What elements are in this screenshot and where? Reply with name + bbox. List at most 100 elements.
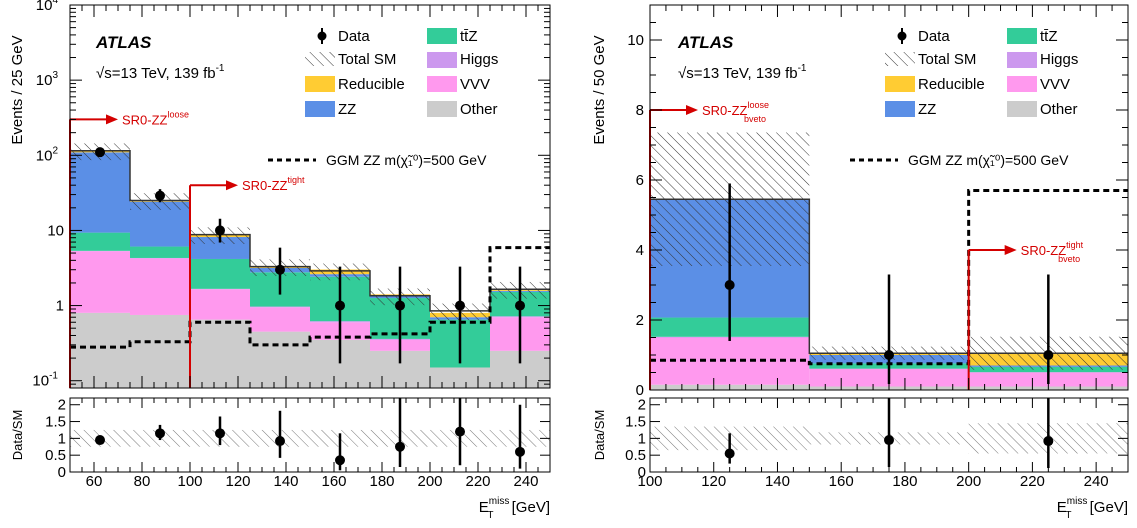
plot-area bbox=[650, 132, 1128, 390]
legend-higgs-swatch bbox=[427, 52, 457, 68]
ytick-sup: 4 bbox=[52, 0, 58, 6]
data-point-0 bbox=[95, 147, 105, 158]
legend-totalsm-swatch bbox=[305, 52, 335, 66]
ratio-y-label: Data/SM bbox=[592, 410, 607, 461]
legend-other-swatch bbox=[1007, 101, 1037, 117]
sr-label-main: SR0-ZZ bbox=[702, 103, 748, 118]
sr-arrow-head-0 bbox=[106, 114, 118, 125]
ratio-point-1 bbox=[884, 435, 894, 446]
legend-ttz-swatch bbox=[1007, 28, 1037, 44]
sr-label-sup: tight bbox=[1066, 240, 1084, 250]
legend: Data Total SM Reducible ZZ tt̄Z Higgs VV… bbox=[850, 28, 1078, 168]
energy-sup: -1 bbox=[798, 63, 807, 74]
ytick-label-4: 8 bbox=[636, 102, 644, 119]
legend-totalsm-swatch bbox=[885, 52, 915, 66]
y-axis-label: Events / 25 GeV bbox=[9, 35, 26, 144]
sr-arrow-head-1 bbox=[1004, 245, 1017, 255]
bar-vvv-3 bbox=[250, 307, 310, 332]
sr-label-0: SR0-ZZloose bbox=[122, 109, 189, 127]
ytick-label-1: 1 bbox=[56, 298, 64, 315]
data-point-4 bbox=[335, 300, 345, 311]
xtick-label-6: 180 bbox=[369, 473, 394, 490]
ytick-label-3: 102 bbox=[36, 145, 59, 164]
legend-higgs-swatch bbox=[1007, 52, 1037, 68]
ytick-label-1: 2 bbox=[636, 312, 644, 329]
xtick-label-8: 220 bbox=[465, 473, 490, 490]
xtick-label-1: 80 bbox=[134, 473, 151, 490]
ytick-label-5: 104 bbox=[36, 0, 59, 14]
ratio-ytick-label-2: 1 bbox=[638, 430, 646, 447]
ratio-ytick-label-0: 0 bbox=[638, 464, 646, 481]
sr-label-sup: loose bbox=[168, 109, 190, 119]
data-point-3 bbox=[275, 264, 285, 275]
sr-label-0: SR0-ZZloose bveto bbox=[702, 100, 769, 124]
legend-reducible-label: Reducible bbox=[918, 76, 985, 93]
legend-totalsm-label: Total SM bbox=[338, 51, 396, 68]
x-axis-label: Emiss T [GeV] bbox=[1057, 496, 1128, 521]
xtick-label-9: 240 bbox=[513, 473, 538, 490]
xtick-label-5: 200 bbox=[956, 473, 981, 490]
legend-vvv-label: VVV bbox=[460, 76, 490, 93]
ratio-point-0 bbox=[724, 448, 735, 459]
legend-other-label: Other bbox=[1040, 101, 1078, 118]
sr-label-sub: bveto bbox=[744, 114, 766, 124]
xtick-label-2: 140 bbox=[765, 473, 790, 490]
energy-text: √s=13 TeV, 139 fb bbox=[678, 65, 798, 82]
ytick-sup: 2 bbox=[52, 145, 58, 156]
legend-other-label: Other bbox=[460, 101, 498, 118]
xtick-label-0: 60 bbox=[86, 473, 103, 490]
xtick-label-4: 140 bbox=[273, 473, 298, 490]
bar-other-0 bbox=[70, 312, 130, 388]
legend-totalsm-label: Total SM bbox=[918, 51, 976, 68]
xtick-label-2: 100 bbox=[177, 473, 202, 490]
bar-ttz-2 bbox=[190, 258, 250, 289]
atlas-label: ATLAS bbox=[95, 33, 152, 52]
atlas-label: ATLAS bbox=[677, 33, 734, 52]
ytick-base: 10 bbox=[36, 0, 53, 14]
xlabel-unit: [GeV] bbox=[1085, 499, 1128, 516]
ytick-base: 10 bbox=[32, 373, 49, 390]
sr-label-main: SR0-ZZ bbox=[122, 112, 168, 127]
energy-label: √s=13 TeV, 139 fb-1 bbox=[96, 63, 225, 82]
xlabel-sub: T bbox=[1065, 510, 1071, 521]
ytick-sup: -1 bbox=[49, 371, 58, 382]
ratio-panel: 00.511.52 Data/SM bbox=[10, 397, 551, 481]
xtick-label-7: 240 bbox=[1084, 473, 1109, 490]
ratio-ytick-label-4: 2 bbox=[58, 397, 66, 414]
ratio-point-6 bbox=[455, 426, 465, 437]
ratio-ytick-label-4: 2 bbox=[638, 397, 646, 414]
ratio-point-3 bbox=[275, 436, 285, 447]
xlabel-sup: miss bbox=[1067, 496, 1088, 507]
xlabel-main: E bbox=[479, 499, 489, 516]
sr-label-sup: loose bbox=[748, 100, 770, 110]
legend-zz-label: ZZ bbox=[918, 101, 936, 118]
legend-ttz-label: tt̄Z bbox=[1040, 28, 1058, 45]
sr-arrow-head-1 bbox=[226, 180, 238, 191]
xlabel-main: E bbox=[1057, 499, 1067, 516]
ytick-base: 10 bbox=[36, 72, 53, 89]
bar-other-3 bbox=[250, 331, 310, 388]
ratio-panel: 00.511.52 Data/SM bbox=[592, 397, 1129, 481]
ratio-point-2 bbox=[215, 428, 225, 439]
x-axis-label: Emiss T [GeV] bbox=[479, 496, 550, 521]
legend-reducible-label: Reducible bbox=[338, 76, 405, 93]
ratio-point-4 bbox=[335, 455, 345, 466]
ytick-base: 10 bbox=[36, 147, 53, 164]
data-point-1 bbox=[884, 350, 894, 360]
legend-zz-label: ZZ bbox=[338, 101, 356, 118]
legend-zz-swatch bbox=[305, 101, 335, 117]
legend-vvv-swatch bbox=[427, 76, 457, 92]
legend-reducible-swatch bbox=[885, 76, 915, 92]
sr-label-sup: tight bbox=[288, 175, 306, 185]
ratio-ytick-label-0: 0 bbox=[58, 464, 66, 481]
ratio-point-2 bbox=[1043, 436, 1054, 447]
legend-higgs-label: Higgs bbox=[1040, 51, 1078, 68]
sr-label-sub: bveto bbox=[1058, 254, 1080, 264]
ratio-y-label: Data/SM bbox=[10, 410, 25, 461]
sr-label-main: SR0-ZZ bbox=[242, 178, 288, 193]
legend-ttz-swatch bbox=[427, 28, 457, 44]
plot-area bbox=[70, 143, 550, 388]
legend-data-label: Data bbox=[918, 28, 950, 45]
bar-vvv-1 bbox=[130, 258, 190, 315]
